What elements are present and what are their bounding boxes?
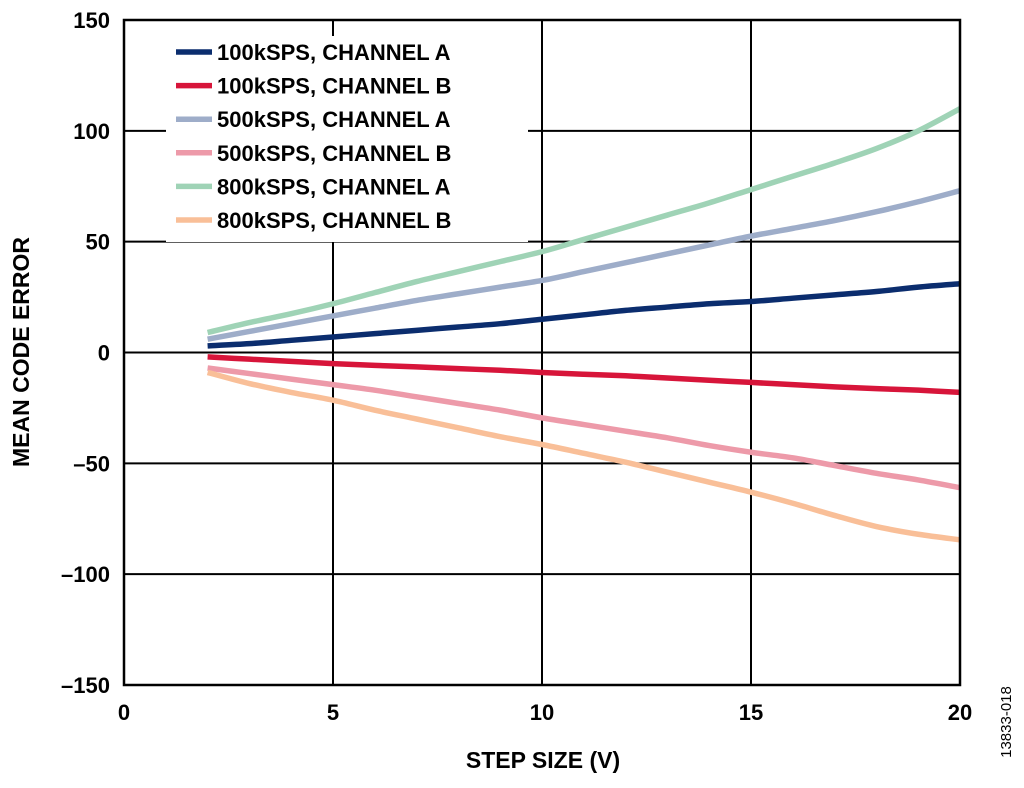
x-axis-label: STEP SIZE (V) [466,747,620,773]
x-tick-labels: 0 5 10 15 20 [118,700,972,725]
y-axis-label: MEAN CODE ERROR [8,237,34,467]
y-tick-label-4: 50 [86,230,110,255]
series-line-4 [206,106,962,336]
legend-label-0: 100kSPS, CHANNEL A [217,40,451,65]
x-tick-label-0: 0 [118,700,130,725]
y-tick-label-5: 100 [73,119,110,144]
figure-id: 13833-018 [998,686,1015,758]
y-tick-label-2: –50 [73,451,110,476]
legend-label-2: 500kSPS, CHANNEL A [217,107,451,132]
x-tick-label-2: 10 [530,700,554,725]
x-tick-label-3: 15 [739,700,763,725]
legend-label-3: 500kSPS, CHANNEL B [217,141,451,166]
legend-label-1: 100kSPS, CHANNEL B [217,74,451,99]
y-tick-label-0: –150 [61,673,110,698]
legend-background [166,36,528,242]
legend-label-5: 800kSPS, CHANNEL B [217,208,451,233]
y-tick-label-1: –100 [61,562,110,587]
grid [123,19,961,686]
y-tick-label-3: 0 [98,341,110,366]
legend-label-4: 800kSPS, CHANNEL A [217,174,451,199]
series-line-1 [207,354,961,396]
plot-border [122,18,962,687]
plot-frame [122,18,962,687]
series-line-3 [207,365,961,491]
legend: 100kSPS, CHANNEL A 100kSPS, CHANNEL B 500k… [166,36,528,242]
series-line-2 [207,188,961,342]
y-tick-labels: –150 –100 –50 0 50 100 150 [61,8,110,698]
x-tick-label-1: 5 [327,700,339,725]
series-line-5 [206,369,961,543]
x-tick-label-4: 20 [948,700,972,725]
y-tick-label-6: 150 [73,8,110,33]
series-lines [206,106,962,543]
series-line-0 [207,281,961,349]
